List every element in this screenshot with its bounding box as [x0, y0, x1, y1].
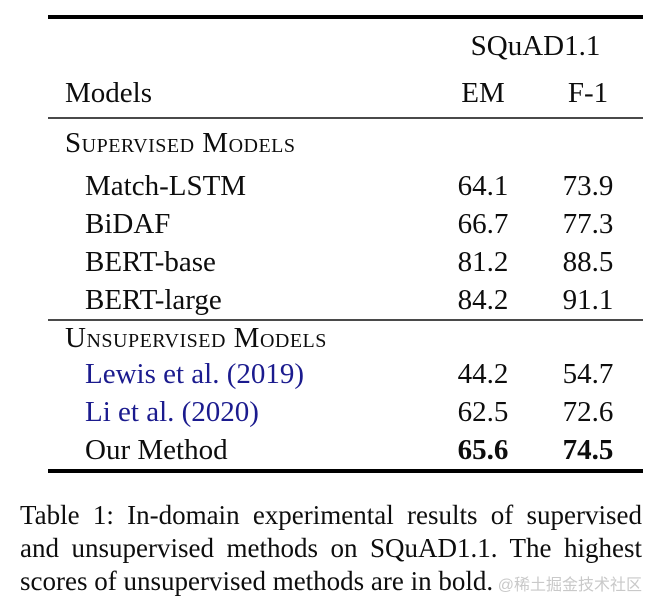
table-section-rule [48, 319, 643, 321]
section-header-unsupervised: Unsupervised Models [48, 321, 643, 355]
f1-value: 72.6 [562, 395, 614, 428]
caption-line-2: and unsupervised methods on SQuAD1.1. Th… [20, 533, 642, 563]
column-header-models: Models [65, 76, 152, 109]
f1-value-bold: 74.5 [562, 433, 614, 466]
section-header-supervised: Supervised Models [48, 119, 643, 167]
f1-value: 91.1 [562, 283, 614, 316]
f1-value: 54.7 [562, 357, 614, 390]
citation-link-li-2020[interactable]: Li et al. (2020) [85, 395, 259, 428]
section-header-label: Supervised Models [65, 126, 296, 159]
section-header-label: Unsupervised Models [65, 321, 327, 354]
table-row-bert-large: BERT-large 84.2 91.1 [48, 281, 643, 319]
caption-line-3-text: scores of unsupervised methods are in bo… [20, 566, 494, 596]
model-name: BiDAF [85, 207, 171, 240]
table-top-rule [48, 15, 643, 19]
table-row-lewis-2019: Lewis et al. (2019) 44.2 54.7 [48, 355, 643, 393]
column-header-em: EM [461, 76, 505, 109]
em-value: 44.2 [457, 357, 509, 390]
em-value: 81.2 [457, 245, 509, 278]
model-name: Match-LSTM [85, 169, 247, 202]
table-row-bert-base: BERT-base 81.2 88.5 [48, 243, 643, 281]
caption-line-3: scores of unsupervised methods are in bo… [20, 565, 642, 602]
caption-line-1: Table 1: In-domain experimental results … [20, 500, 642, 530]
group-header-squad: SQuAD1.1 [470, 29, 601, 62]
table-row-our-method: Our Method 65.6 74.5 [48, 431, 643, 469]
table-header-rule [48, 117, 643, 119]
em-value: 64.1 [457, 169, 509, 202]
model-name: BERT-base [85, 245, 216, 278]
table-row-bidaf: BiDAF 66.7 77.3 [48, 205, 643, 243]
citation-link-lewis-2019[interactable]: Lewis et al. (2019) [85, 357, 305, 390]
em-value-bold: 65.6 [457, 433, 509, 466]
em-value: 62.5 [457, 395, 509, 428]
results-table: SQuAD1.1 Models EM F-1 Supervised Models… [48, 15, 643, 473]
model-name: Our Method [85, 433, 228, 466]
table-row-li-2020: Li et al. (2020) 62.5 72.6 [48, 393, 643, 431]
table-group-header-row: SQuAD1.1 [48, 19, 643, 69]
table-bottom-rule [48, 469, 643, 473]
f1-value: 73.9 [562, 169, 614, 202]
table-column-header-row: Models EM F-1 [48, 69, 643, 117]
table-row-match-lstm: Match-LSTM 64.1 73.9 [48, 167, 643, 205]
f1-value: 77.3 [562, 207, 614, 240]
watermark-text: @稀土掘金技术社区 [497, 577, 642, 594]
table-caption: Table 1: In-domain experimental results … [20, 499, 642, 602]
model-name: BERT-large [85, 283, 222, 316]
em-value: 84.2 [457, 283, 509, 316]
f1-value: 88.5 [562, 245, 614, 278]
em-value: 66.7 [457, 207, 509, 240]
column-header-f1: F-1 [567, 76, 609, 109]
